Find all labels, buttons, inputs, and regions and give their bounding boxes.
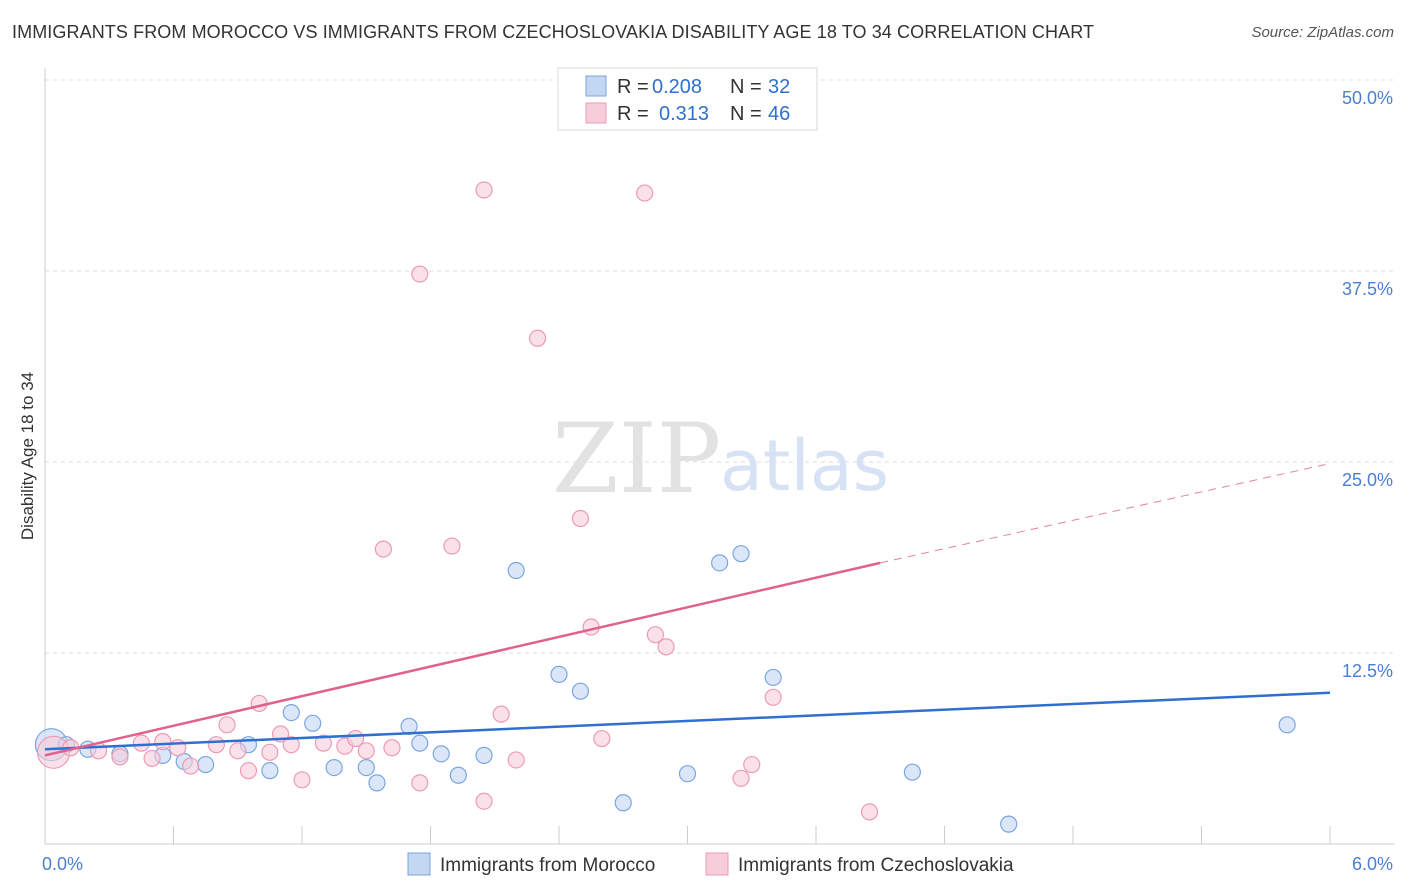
point-morocco-11 (325, 758, 343, 777)
source-credit: Source: ZipAtlas.com (1251, 24, 1394, 41)
point-morocco-12 (357, 758, 375, 777)
legend-bottom: Immigrants from Morocco Immigrants from … (407, 852, 1014, 876)
point-czechoslovakia-10 (218, 716, 236, 734)
point-czechoslovakia-28 (475, 181, 493, 199)
point-czechoslovakia-26 (443, 537, 461, 555)
watermark-atlas: atlas (720, 425, 889, 507)
legend-n-label-morocco: N = (730, 76, 762, 98)
bottom-legend-swatch-morocco (407, 852, 431, 876)
data-points (34, 181, 1296, 833)
point-czechoslovakia-31 (528, 329, 547, 347)
point-czechoslovakia-40 (764, 688, 782, 706)
legend-n-value-morocco: 32 (768, 76, 790, 98)
watermark-zip: ZIP (552, 403, 721, 515)
point-czechoslovakia-6 (154, 733, 172, 751)
point-morocco-23 (678, 765, 697, 783)
y-tick-labels: 12.5% 25.0% 37.5% 50.0% (1342, 88, 1393, 681)
point-morocco-15 (411, 734, 429, 752)
point-morocco-8 (261, 762, 279, 780)
legend-n-label-czechoslovakia: N = (730, 103, 762, 125)
point-czechoslovakia-36 (646, 626, 664, 644)
point-czechoslovakia-17 (293, 771, 311, 789)
point-czechoslovakia-21 (357, 742, 375, 760)
legend-swatch-czechoslovakia (585, 102, 607, 124)
chart-title: IMMIGRANTS FROM MOROCCO VS IMMIGRANTS FR… (12, 22, 1095, 42)
legend-r-label-czechoslovakia: R = (617, 103, 649, 125)
legend-r-value-czechoslovakia: 0.313 (659, 103, 709, 125)
y-tick-label-1: 25.0% (1342, 470, 1393, 490)
x-tick-labels: 0.0% 6.0% (42, 854, 1393, 874)
trend-line-dashed-czechoslovakia (880, 463, 1331, 564)
point-czechoslovakia-25 (411, 265, 429, 283)
point-morocco-19 (507, 561, 525, 580)
point-czechoslovakia-11 (229, 742, 247, 760)
point-czechoslovakia-29 (492, 705, 510, 723)
point-morocco-17 (449, 766, 467, 784)
watermark: ZIP atlas (552, 403, 889, 515)
point-czechoslovakia-23 (383, 739, 401, 757)
point-czechoslovakia-5 (143, 749, 161, 768)
point-czechoslovakia-27 (475, 792, 493, 810)
legend-n-value-czechoslovakia: 46 (768, 103, 790, 125)
point-morocco-27 (903, 763, 921, 781)
point-morocco-13 (368, 774, 386, 792)
point-morocco-10 (304, 714, 322, 732)
point-czechoslovakia-18 (314, 734, 333, 752)
point-czechoslovakia-4 (132, 734, 150, 752)
legend-r-label-morocco: R = (617, 76, 649, 98)
point-czechoslovakia-12 (239, 762, 258, 780)
y-tick-label-0: 12.5% (1342, 661, 1393, 681)
point-czechoslovakia-37 (657, 638, 675, 656)
point-czechoslovakia-24 (411, 774, 429, 792)
x-tick-label-0: 0.0% (42, 854, 83, 874)
point-czechoslovakia-8 (182, 757, 200, 775)
legend-swatch-morocco (585, 75, 607, 97)
bottom-legend-swatch-czechoslovakia (705, 852, 729, 876)
bottom-legend-label-morocco: Immigrants from Morocco (440, 855, 655, 876)
point-morocco-26 (764, 668, 782, 687)
point-morocco-20 (550, 665, 568, 683)
point-czechoslovakia-30 (507, 751, 525, 769)
point-czechoslovakia-22 (374, 540, 392, 558)
point-morocco-6 (197, 755, 215, 774)
point-morocco-21 (571, 682, 590, 700)
point-morocco-24 (711, 554, 729, 572)
y-tick-label-2: 37.5% (1342, 279, 1393, 299)
point-czechoslovakia-38 (732, 769, 750, 787)
point-czechoslovakia-9 (207, 736, 225, 754)
legend-r-value-morocco: 0.208 (652, 76, 702, 98)
point-czechoslovakia-14 (261, 743, 279, 761)
point-morocco-22 (614, 794, 632, 812)
trend-line-morocco (44, 691, 1331, 751)
point-morocco-9 (282, 703, 300, 722)
point-morocco-29 (1278, 716, 1296, 734)
point-czechoslovakia-34 (593, 729, 611, 748)
point-czechoslovakia-41 (860, 803, 879, 821)
trend-lines (44, 463, 1331, 757)
point-morocco-18 (475, 746, 493, 764)
point-morocco-25 (732, 545, 750, 563)
y-tick-label-3: 50.0% (1342, 88, 1393, 108)
point-czechoslovakia-3 (111, 748, 129, 766)
axes (44, 68, 1395, 845)
bottom-legend-label-czechoslovakia: Immigrants from Czechoslovakia (738, 855, 1014, 876)
legend-top: R = 0.208 N = 32 R = 0.313 N = 46 (557, 67, 818, 131)
point-morocco-28 (1000, 815, 1018, 833)
point-morocco-16 (432, 745, 450, 763)
trend-line-czechoslovakia (44, 561, 881, 757)
y-axis-label: Disability Age 18 to 34 (18, 372, 37, 540)
x-tick-label-1: 6.0% (1352, 854, 1393, 874)
point-czechoslovakia-16 (282, 736, 300, 754)
point-czechoslovakia-35 (636, 184, 654, 202)
point-czechoslovakia-39 (743, 755, 761, 774)
point-czechoslovakia-13 (250, 694, 268, 713)
point-czechoslovakia-32 (571, 509, 590, 528)
